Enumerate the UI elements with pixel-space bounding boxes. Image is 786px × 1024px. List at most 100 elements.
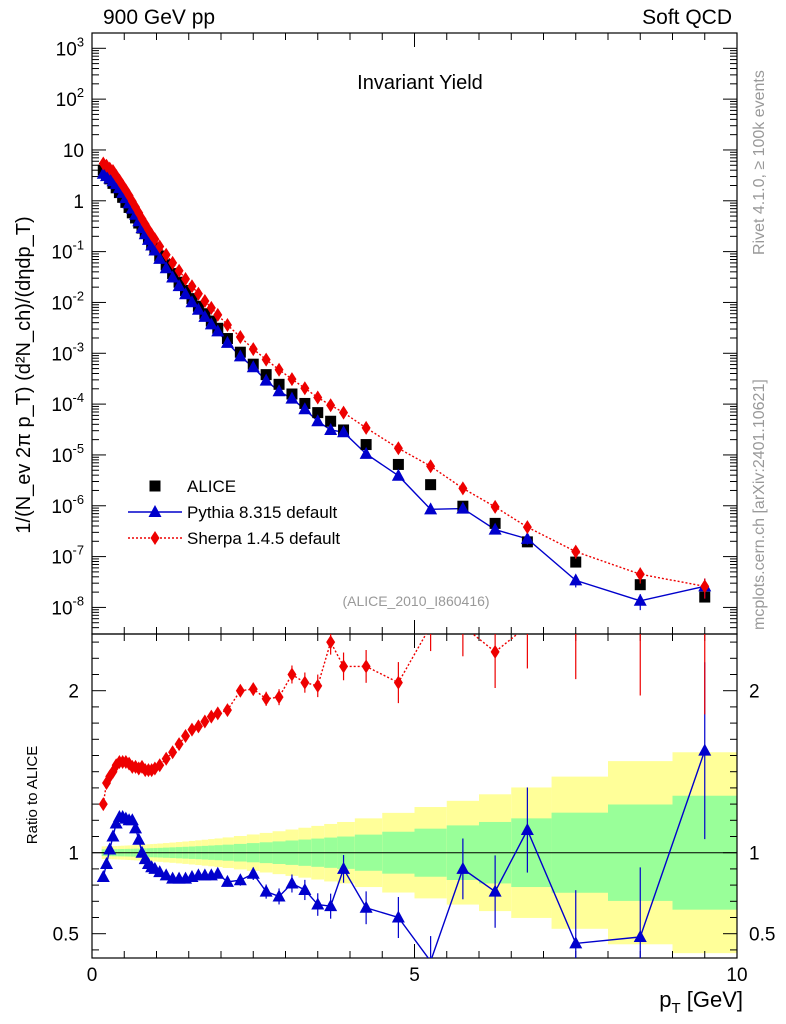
pythia-point <box>185 295 199 308</box>
y-tick-label: 10-2 <box>51 288 84 314</box>
pythia-point <box>359 446 373 459</box>
sherpa-ratio-point <box>361 659 371 674</box>
pythia-ratio-point <box>456 861 470 874</box>
pythia-point <box>391 468 405 481</box>
y-tick-label: 10-5 <box>51 441 84 467</box>
sherpa-point <box>193 286 203 301</box>
pythia-ratio-point <box>109 816 123 829</box>
sherpa-point <box>393 441 403 456</box>
pythia-point <box>220 335 234 348</box>
pythia-ratio-point <box>220 874 234 887</box>
axes <box>91 32 738 959</box>
alice-point <box>325 415 337 427</box>
sherpa-point <box>274 362 284 377</box>
pythia-ratio-point <box>272 889 286 902</box>
sherpa-point <box>261 352 271 367</box>
pythia-ratio-point <box>698 743 712 756</box>
y-tick-label: 10 <box>63 141 84 162</box>
pythia-point <box>424 502 438 515</box>
pythia-point <box>298 402 312 415</box>
pythia-point <box>569 573 583 586</box>
y-tick-label: 10-3 <box>51 339 84 365</box>
sherpa-point <box>213 307 223 322</box>
sherpa-line <box>102 162 705 588</box>
y-tick-label: 10-4 <box>51 390 84 416</box>
pythia-point <box>153 251 167 264</box>
pythia-ratio-point <box>359 900 373 913</box>
sherpa-point <box>458 481 468 496</box>
sherpa-point <box>339 405 349 420</box>
sherpa-point <box>522 520 532 535</box>
sherpa-point <box>161 247 171 262</box>
y-tick-label: 102 <box>56 85 84 111</box>
pythia-ratio-point <box>569 936 583 949</box>
pythia-ratio-point <box>103 842 117 855</box>
sherpa-point <box>361 420 371 435</box>
ratio-y-tick-label: 1 <box>68 844 79 865</box>
legend-marker <box>150 531 160 545</box>
ratio-y-tick-label-right: 1 <box>749 844 760 865</box>
ratio-y-tick-label: 2 <box>68 682 79 703</box>
x-tick-label: 10 <box>726 965 747 986</box>
pythia-point <box>520 531 534 544</box>
sherpa-point <box>155 239 165 254</box>
y-tick-label: 10-6 <box>51 492 84 518</box>
analysis-tag: (ALICE_2010_I860416) <box>342 593 489 609</box>
pythia-point <box>159 261 173 274</box>
sherpa-ratio-point <box>326 635 336 650</box>
pythia-point <box>246 360 260 373</box>
pythia-ratio-point <box>488 884 502 897</box>
alice-point <box>312 407 324 419</box>
pythia-ratio-point <box>96 870 110 882</box>
pythia-ratio-point <box>298 882 312 895</box>
sherpa-point <box>326 398 336 413</box>
sherpa-ratio-point <box>98 797 108 812</box>
legend-entry: Pythia 8.315 default <box>187 503 338 522</box>
sherpa-ratio-point <box>168 745 178 760</box>
process-label: Soft QCD <box>642 6 732 29</box>
pythia-point <box>179 287 193 300</box>
alice-point <box>634 579 646 591</box>
pythia-ratio-point <box>132 832 146 845</box>
sherpa-ratio-point <box>155 758 165 773</box>
ratio-y-tick-label-right: 2 <box>749 682 760 703</box>
pythia-point <box>191 302 205 315</box>
y-tick-label: 103 <box>56 34 84 60</box>
pythia-ratio-point <box>391 910 405 923</box>
pythia-ratio-point <box>159 868 173 881</box>
ratio-y-tick-label: 0.5 <box>53 925 79 946</box>
sherpa-point <box>313 390 323 405</box>
sherpa-point <box>187 279 197 294</box>
sherpa-ratio-point <box>181 729 191 744</box>
sherpa-ratio-point <box>490 644 500 659</box>
sherpa-point <box>300 381 310 396</box>
pythia-ratio-point <box>153 865 167 878</box>
x-tick-label: 5 <box>409 965 420 986</box>
y-tick-label: 1 <box>73 192 84 213</box>
sherpa-point <box>200 293 210 308</box>
legend-entry: Sherpa 1.4.5 default <box>187 529 340 548</box>
sherpa-ratio-point <box>200 714 210 729</box>
energy-label: 900 GeV pp <box>103 6 216 29</box>
ratio-y-tick-label-right: 0.5 <box>749 925 775 946</box>
sherpa-ratio-point <box>393 675 403 690</box>
pythia-point <box>211 324 225 337</box>
alice-point <box>425 479 437 491</box>
pythia-point <box>172 279 186 292</box>
y-tick-label: 10-8 <box>51 593 84 619</box>
pythia-ratio-point <box>285 876 299 889</box>
plot-title: Invariant Yield <box>357 72 483 94</box>
x-tick-label: 0 <box>87 965 98 986</box>
sherpa-point <box>635 567 645 582</box>
pythia-point <box>204 317 218 330</box>
sherpa-point <box>490 499 500 514</box>
sherpa-point <box>168 255 178 270</box>
sherpa-ratio-point <box>213 706 223 721</box>
sherpa-ratio-point <box>174 737 184 752</box>
sherpa-ratio-point <box>161 751 171 766</box>
sherpa-ratio-point <box>222 703 232 718</box>
pythia-ratio-point <box>633 929 647 942</box>
sherpa-ratio-point <box>287 667 297 682</box>
sherpa-ratio-point <box>193 719 203 734</box>
